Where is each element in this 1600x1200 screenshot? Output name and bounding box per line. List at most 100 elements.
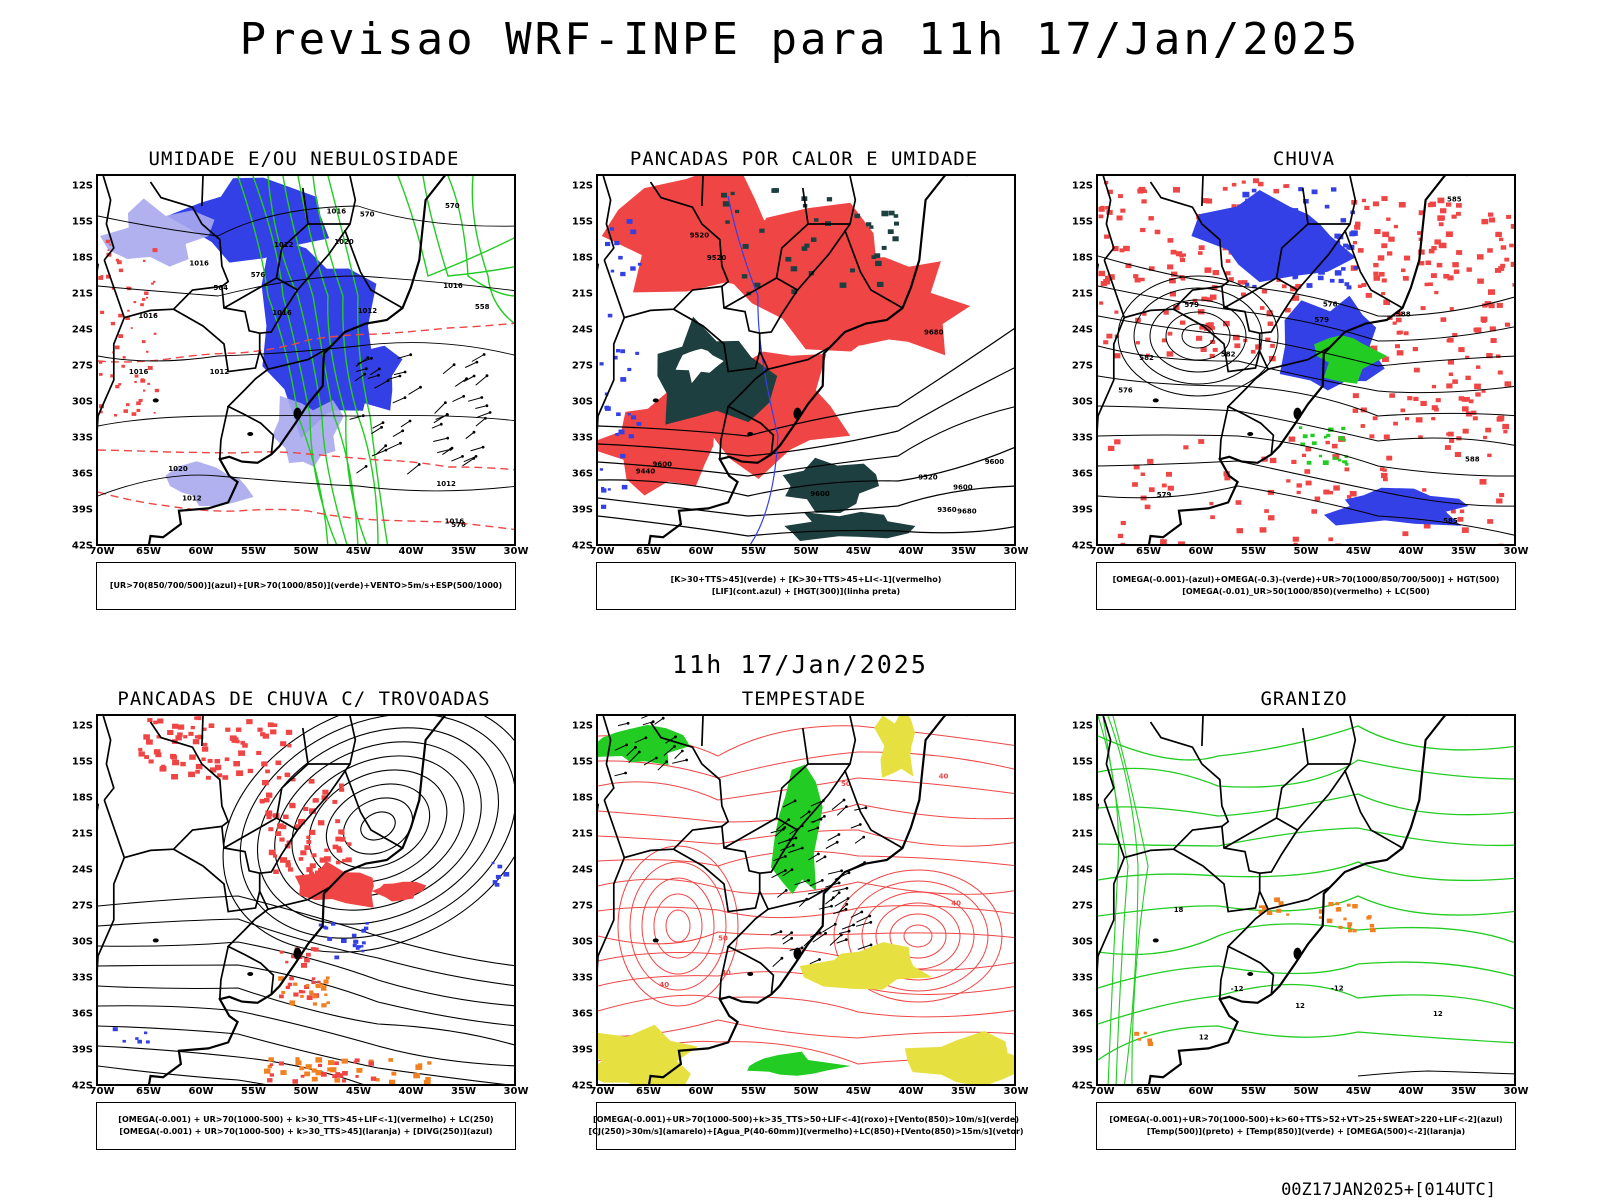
map-frame [96,714,516,1086]
heavy-rain-area-green [1341,426,1346,431]
rain-area-red [1314,496,1321,501]
streamline [98,895,514,967]
streamline-850 [847,880,989,992]
rain-area-red [1389,393,1395,398]
rain-area-red [1192,298,1198,303]
shower-area-orange [319,983,324,986]
rain-area-blue [1318,269,1325,275]
wind-vector [401,429,405,433]
shower-area-orange [328,1060,335,1066]
political-border [649,181,775,455]
political-border [723,223,851,309]
wind-vector [782,937,792,945]
lifted-index-contour [599,468,603,471]
humidity-contour-green [447,176,514,297]
wind-vector [672,759,687,764]
rain-area-red [1456,203,1462,208]
thickness-contour-red-dense [134,381,137,383]
thunderstorm-area-red [238,750,245,756]
thickness-contour-red-dense [153,280,156,283]
latitude-tick-label: 30S [571,936,593,948]
temperature-850-contour [1107,716,1139,1084]
omega-area-orange [1369,923,1375,928]
rain-area-red [1183,445,1189,450]
map-layers: 588 585 582 582 579 579 576 579 585 588 576 [1098,176,1514,544]
political-border [701,716,704,747]
rain-area-red [1154,229,1161,235]
rain-area-red [1474,327,1482,333]
rain-area-blue [1309,260,1314,264]
thunderstorm-area-red [342,1071,348,1076]
political-border [603,799,723,859]
divergence-area-blue [331,922,336,926]
convective-area-teal [773,188,779,193]
rain-area-red [1296,483,1302,488]
rain-area-blue [1341,267,1346,271]
thunderstorm-area-red [270,729,277,735]
thunderstorm-area-red [188,731,194,736]
latitude-tick-label: 36S [1071,468,1093,480]
wind-vector [377,373,380,377]
rain-area-red [1237,280,1243,285]
omega-area-orange [1143,1031,1147,1035]
longitude-tick-label: 50W [793,1086,819,1097]
rain-area-red [1420,306,1426,311]
wind-vector [847,871,851,875]
thickness-contour-red-dense [136,408,141,412]
rain-area-blue [1336,234,1344,240]
latitude-tick-label: 30S [71,396,93,408]
rain-area-blue [1347,254,1353,259]
thickness-contour-red-dense [126,403,130,407]
thunderstorm-area-red [194,716,199,720]
thickness-contour-red-dense [110,321,116,326]
political-border [673,848,761,913]
latitude-tick-label: 36S [1071,1008,1093,1020]
jet-stream-area-yellow [598,1024,698,1084]
thunderstorm-area-red [202,727,207,731]
omega-area-orange [1147,1038,1153,1043]
wind-vector [674,735,677,739]
divergence-area-blue [361,928,367,933]
political-border [301,176,357,225]
rain-area-red [1212,347,1218,352]
rain-area-blue [1329,278,1335,283]
wind-vector [371,426,382,435]
lifted-index-contour [627,412,631,416]
geopotential-contour [1098,405,1514,446]
thickness-contour-red-dense [107,249,110,251]
wind-vector [782,932,792,940]
rain-area-red [1357,248,1364,253]
rain-area-red [1395,344,1400,349]
streamline-850 [641,877,715,975]
wind-vector [771,870,786,879]
political-border [1301,716,1357,765]
rain-area-red [1167,264,1174,270]
political-border [723,763,851,849]
rain-area-blue [1245,282,1250,287]
rain-area-red [1486,353,1493,359]
streamline [256,727,500,925]
map-frame: 588 585 582 582 579 579 576 579 585 588 576 [1096,174,1516,546]
rain-area-red [1413,396,1419,401]
thickness-contour-red-dense [143,389,146,392]
rain-area-red [1499,237,1504,242]
rain-area-red [1107,189,1113,195]
map-layers: 9600 9680 9680 9600 9520 9600 9520 9440 9360 9520… [598,176,1014,544]
lifted-index-contour [607,313,613,318]
latitude-tick-label: 21S [571,828,593,840]
convective-area-teal [804,243,810,248]
thunderstorm-area-red [177,732,183,737]
shower-area-orange [425,1077,431,1082]
lifted-index-contour [615,433,619,436]
latitude-tick-label: 27S [1071,360,1093,372]
wind-vector [392,430,403,438]
longitude-tick-label: 60W [188,1086,214,1097]
rain-area-red [1437,197,1445,204]
shower-area-orange [321,1003,327,1008]
rain-area-red [1500,263,1506,268]
shower-area-orange [326,1001,330,1005]
rain-area-red [1180,320,1186,325]
precipitable-water-contour [598,751,1014,779]
political-border [1275,763,1309,819]
rain-area-red [1361,198,1366,203]
